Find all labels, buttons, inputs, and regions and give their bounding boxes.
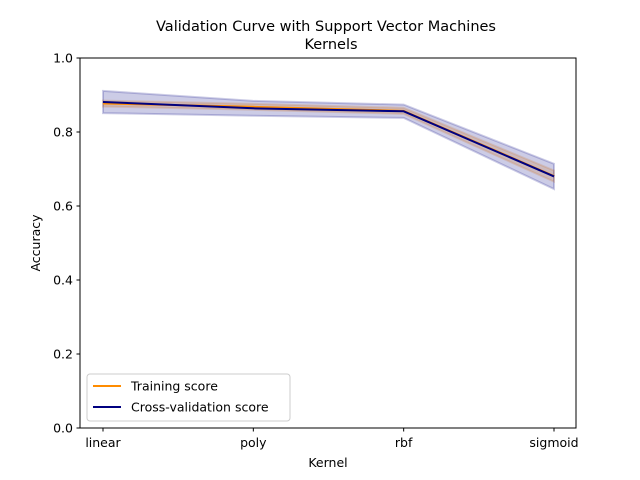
y-tick-label: 0.0: [53, 421, 73, 436]
y-axis: 0.0 0.2 0.4 0.6 0.8 1.0: [53, 51, 80, 436]
legend-label-training: Training score: [130, 379, 218, 394]
legend-box: [86, 373, 291, 422]
y-tick-label: 0.8: [53, 125, 73, 140]
legend-label-cross-validation: Cross-validation score: [131, 400, 269, 415]
y-tick-label: 1.0: [53, 51, 73, 66]
x-axis: linear poly rbf sigmoid: [85, 428, 579, 450]
y-axis-label: Accuracy: [28, 214, 43, 272]
y-tick-label: 0.6: [53, 199, 73, 214]
x-tick-label: linear: [85, 435, 121, 450]
chart-title: Validation Curve with Support Vector Mac…: [156, 19, 496, 35]
plot-area: [102, 89, 555, 191]
x-tick-label: sigmoid: [529, 435, 578, 450]
legend: Training score Cross-validation score: [86, 373, 291, 422]
y-tick-label: 0.2: [53, 347, 73, 362]
plot-frame: [79, 57, 577, 429]
series-line-cross-validation: [102, 101, 555, 178]
x-axis-label: Kernel: [308, 455, 347, 470]
y-tick-label: 0.4: [53, 273, 73, 288]
chart-subtitle: Kernels: [304, 37, 357, 53]
variance-band-training: [102, 99, 555, 184]
x-tick-label: poly: [240, 435, 267, 450]
x-tick-label: rbf: [395, 435, 413, 450]
